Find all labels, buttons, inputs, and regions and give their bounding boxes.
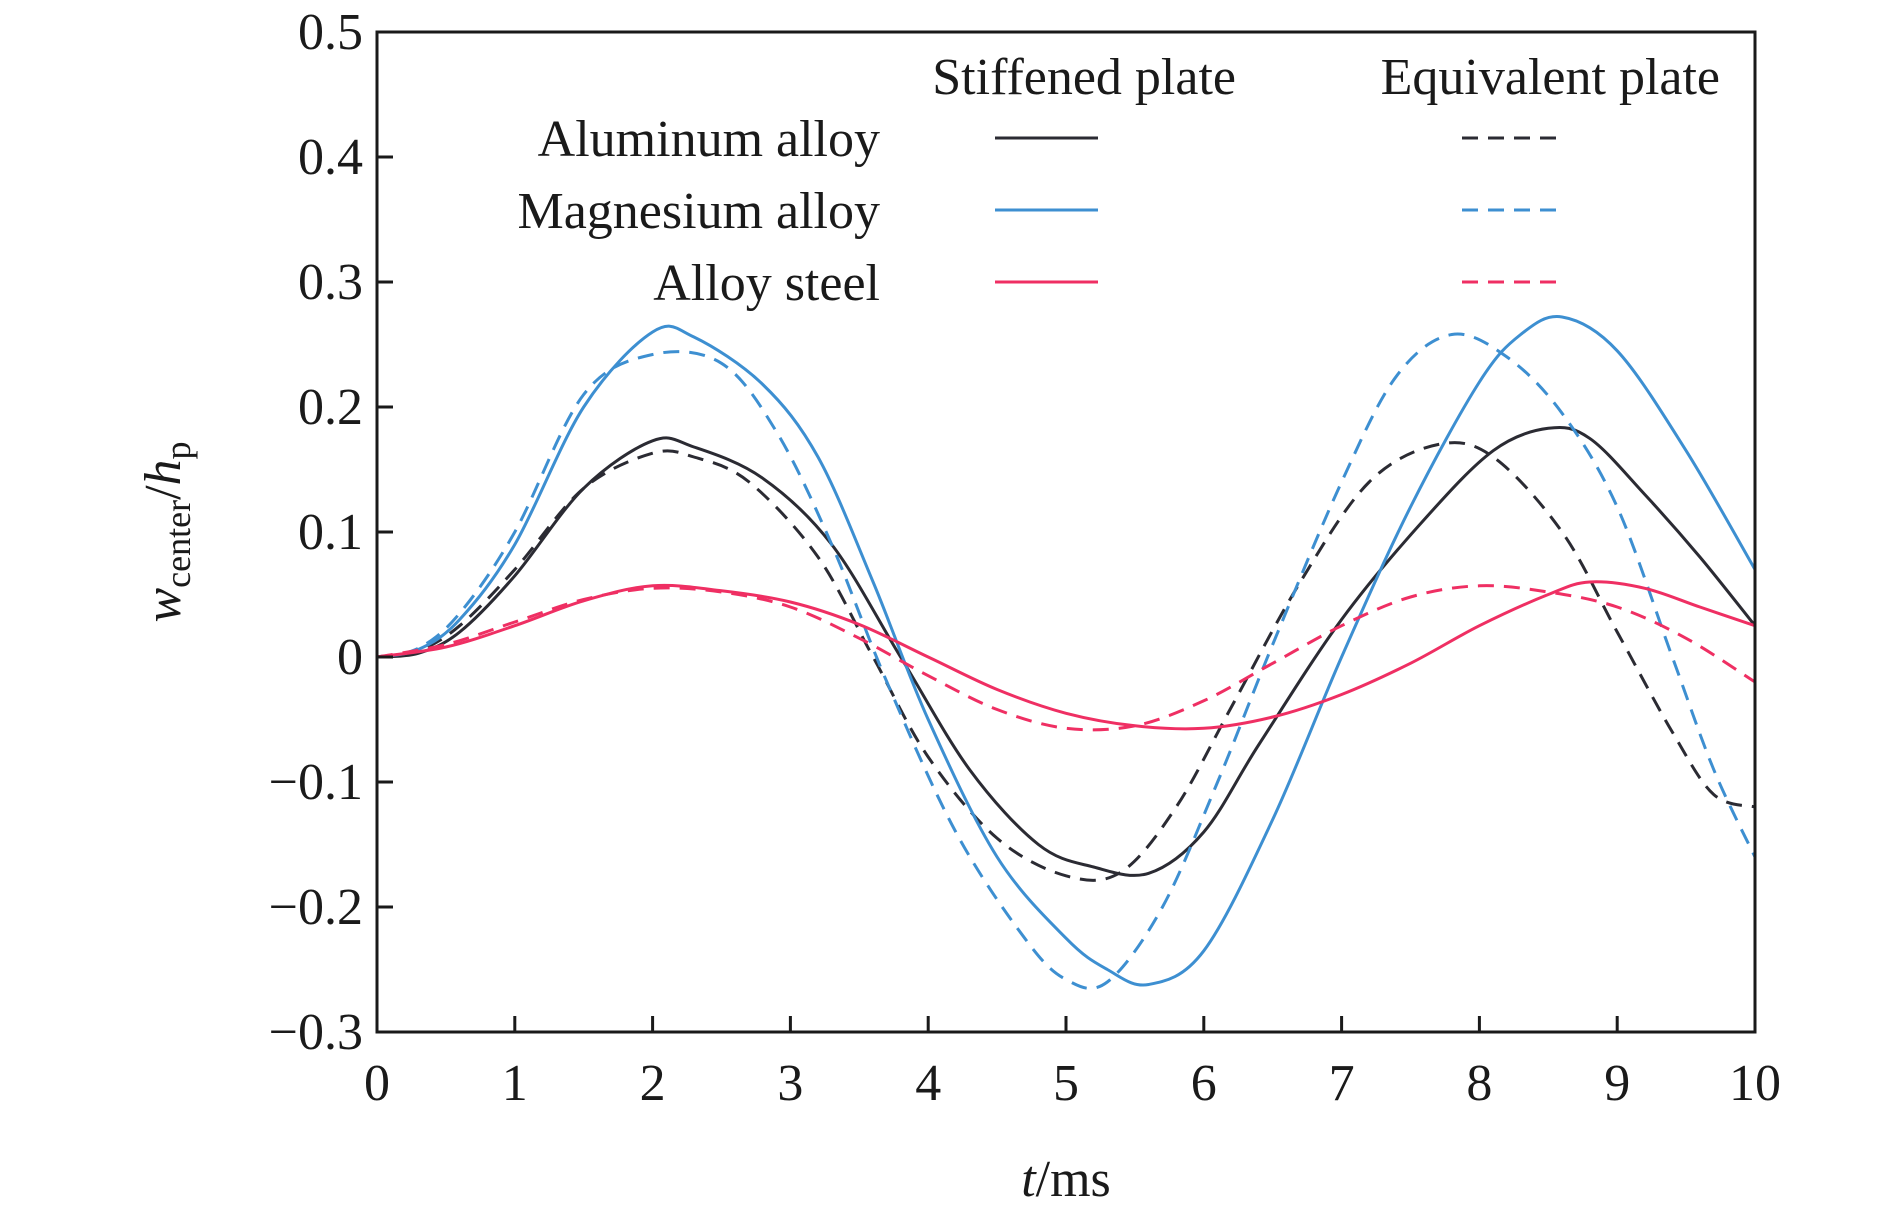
legend-header-equivalent: Equivalent plate	[1381, 49, 1720, 106]
series-layer	[377, 315, 1755, 990]
x-tick-label: 7	[1329, 1055, 1355, 1112]
series-line-magnesium-equivalent	[377, 332, 1755, 990]
series-line-aluminum-equivalent	[377, 441, 1755, 882]
legend: Stiffened plate Equivalent plate Aluminum …	[517, 49, 1720, 312]
legend-label-aluminum: Aluminum alloy	[538, 111, 880, 168]
y-axis-subscript-2: p	[158, 441, 198, 459]
x-axis-title: t/ms	[1021, 1151, 1111, 1208]
y-tick-label: 0.4	[298, 129, 363, 186]
y-tick-label: 0.2	[298, 379, 363, 436]
y-tick-label: −0.1	[269, 754, 363, 811]
y-tick-label: 0.5	[298, 4, 363, 61]
y-tick-label: 0.1	[298, 504, 363, 561]
y-axis-variable-2: h	[135, 459, 192, 485]
x-axis-variable: t	[1021, 1151, 1037, 1208]
x-tick-label: 3	[777, 1055, 803, 1112]
y-tick-label: −0.3	[269, 1004, 363, 1061]
x-tick-label: 1	[502, 1055, 528, 1112]
series-line-steel-stiffened	[377, 580, 1755, 731]
x-tick-label: 6	[1191, 1055, 1217, 1112]
y-axis-subscript-1: center	[158, 500, 198, 588]
x-axis: 0 1 2 3 4 5 6 7 8 9 10	[364, 1016, 1781, 1112]
series-line-aluminum-stiffened	[377, 425, 1755, 877]
y-axis-separator: /	[135, 485, 192, 500]
y-tick-label: −0.2	[269, 879, 363, 936]
x-tick-label: 5	[1053, 1055, 1079, 1112]
y-axis: 0.5 0.4 0.3 0.2 0.1 0 −0.1 −0.2 −0.3	[269, 4, 393, 1061]
x-tick-label: 2	[640, 1055, 666, 1112]
legend-label-magnesium: Magnesium alloy	[517, 183, 880, 240]
legend-label-steel: Alloy steel	[653, 255, 880, 312]
x-axis-unit: /ms	[1036, 1151, 1111, 1208]
series-line-steel-equivalent	[377, 584, 1755, 732]
y-axis-variable: w	[135, 588, 192, 623]
x-tick-label: 4	[915, 1055, 941, 1112]
legend-header-stiffened: Stiffened plate	[932, 49, 1236, 106]
y-tick-label: 0	[337, 629, 363, 686]
x-tick-label: 0	[364, 1055, 390, 1112]
y-tick-label: 0.3	[298, 254, 363, 311]
plot-frame	[375, 30, 1757, 1034]
series-line-magnesium-stiffened	[377, 315, 1755, 987]
x-tick-label: 10	[1729, 1055, 1781, 1112]
x-tick-label: 8	[1466, 1055, 1492, 1112]
y-axis-title: wcenter/hp	[135, 441, 198, 622]
x-tick-label: 9	[1604, 1055, 1630, 1112]
